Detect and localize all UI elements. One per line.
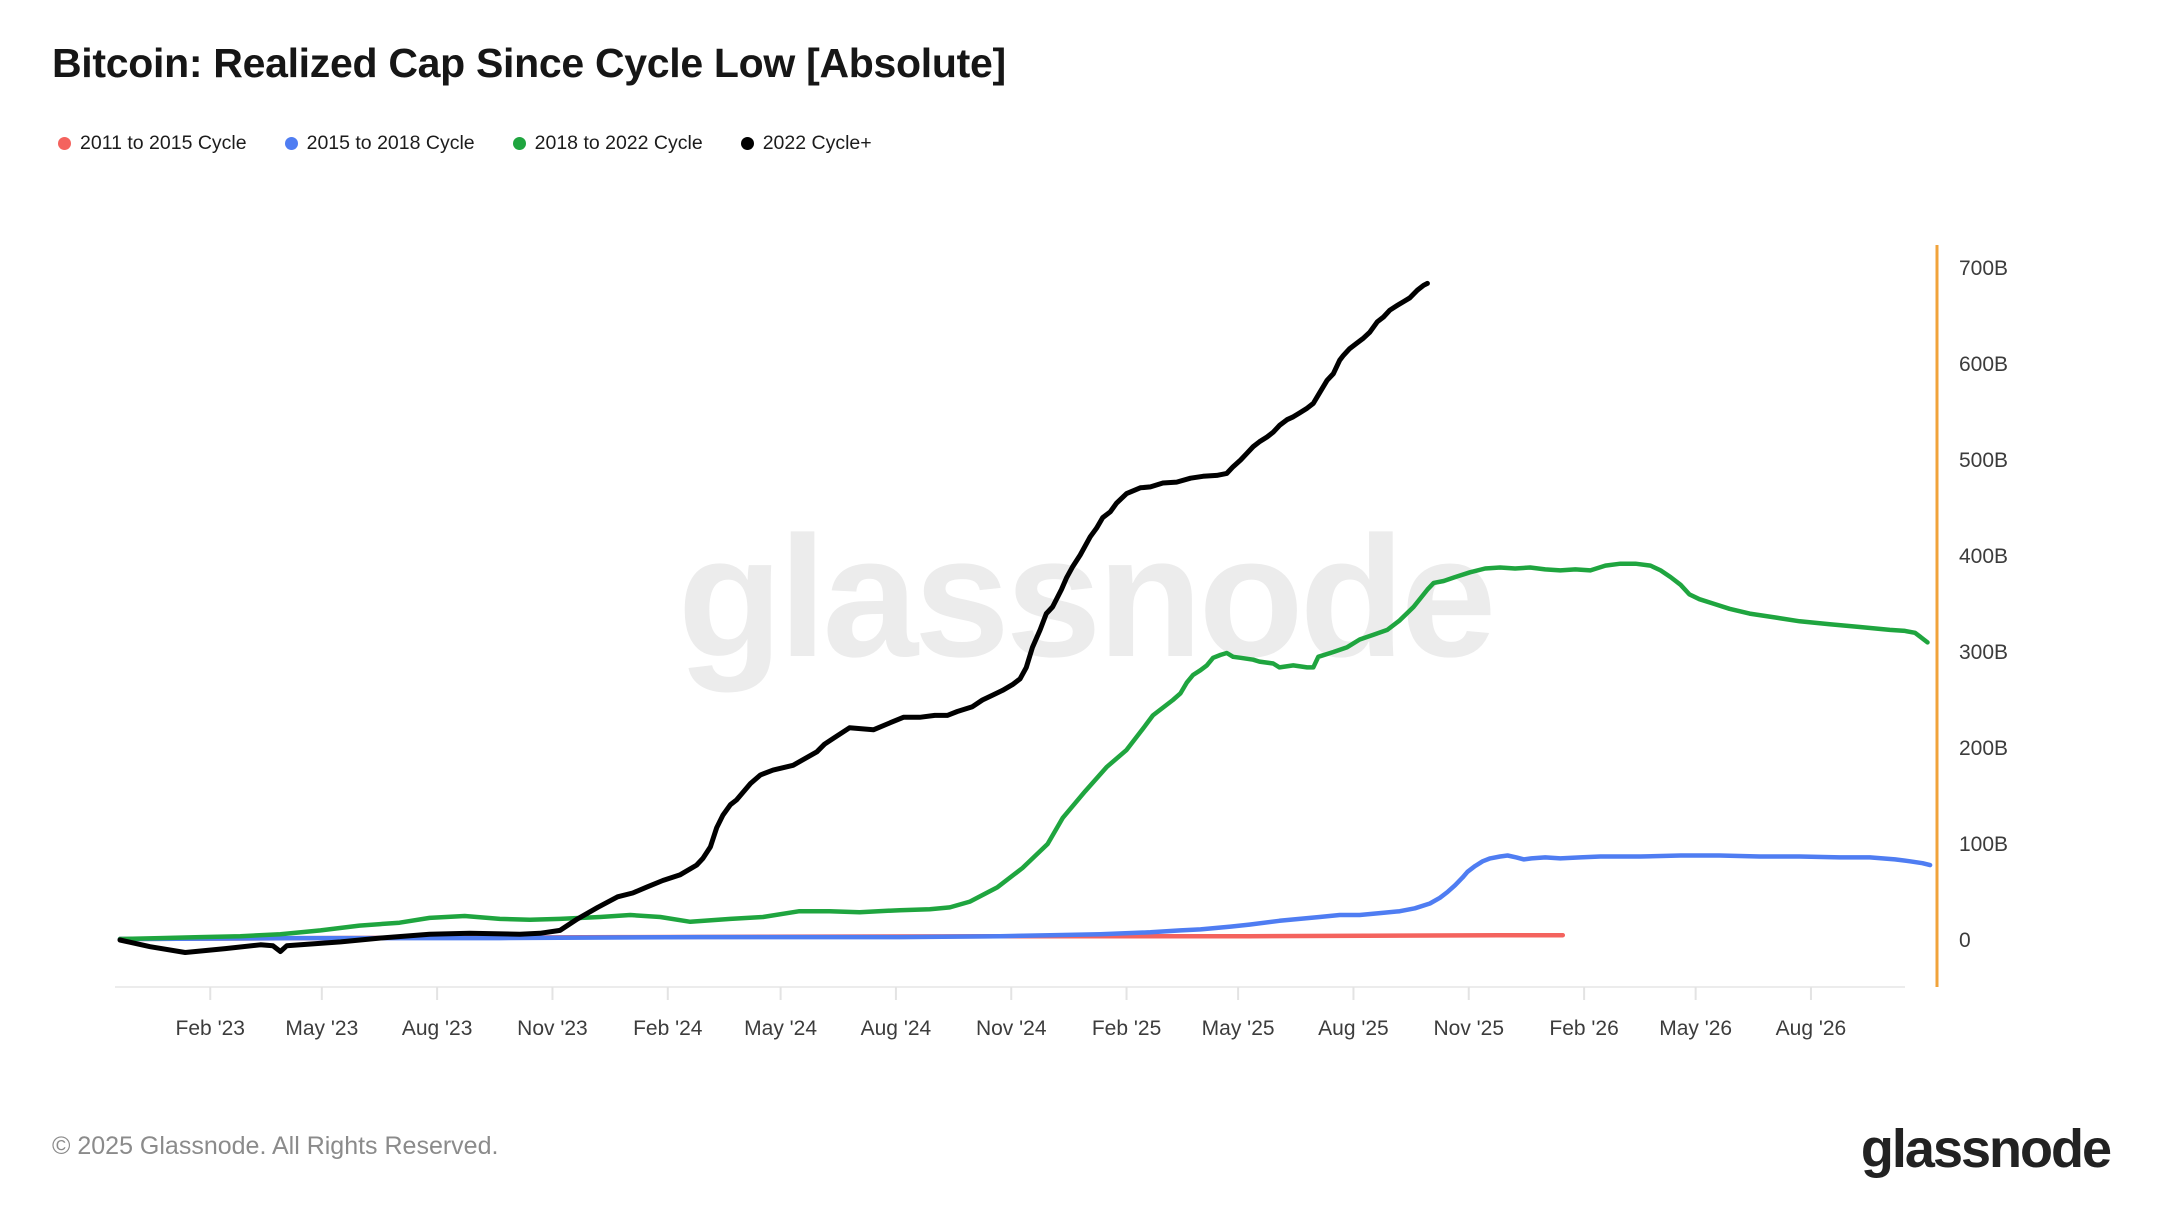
y-tick-label: 400B xyxy=(1959,545,2008,568)
legend-label: 2011 to 2015 Cycle xyxy=(80,132,247,154)
glassnode-logo: glassnode xyxy=(1860,1119,2112,1179)
x-tick-label: Feb '25 xyxy=(1092,1017,1161,1040)
watermark-text: glassnode xyxy=(678,501,1493,693)
x-tick-label: May '25 xyxy=(1202,1017,1275,1040)
y-tick-label: 700B xyxy=(1959,257,2008,280)
x-tick-label: Feb '24 xyxy=(633,1017,703,1040)
x-tick-label: Aug '24 xyxy=(861,1017,932,1040)
x-tick-label: May '23 xyxy=(285,1017,358,1040)
x-tick-label: Feb '23 xyxy=(176,1017,245,1040)
legend-dot-red xyxy=(58,137,71,150)
legend-label: 2015 to 2018 Cycle xyxy=(306,132,475,154)
chart-legend: 2011 to 2015 Cycle 2015 to 2018 Cycle 20… xyxy=(58,132,872,155)
x-tick-label: May '24 xyxy=(744,1017,817,1040)
copyright-text: © 2025 Glassnode. All Rights Reserved. xyxy=(52,1132,499,1160)
x-tick-label: Nov '23 xyxy=(517,1017,588,1040)
legend-dot-green xyxy=(512,137,526,150)
y-tick-label: 300B xyxy=(1959,641,2008,664)
legend-label: 2022 Cycle+ xyxy=(762,132,872,154)
x-tick-label: Feb '26 xyxy=(1549,1017,1618,1040)
y-tick-label: 200B xyxy=(1959,737,2008,760)
y-tick-label: 500B xyxy=(1959,449,2008,472)
series-line-2018-to-2022-cycle[interactable] xyxy=(117,561,1930,942)
y-tick-label: 0 xyxy=(1959,929,1971,952)
legend-item-2022-cycle-plus[interactable]: 2022 Cycle+ xyxy=(740,132,872,155)
x-tick-label: Nov '25 xyxy=(1433,1017,1504,1040)
x-tick-label: Aug '26 xyxy=(1776,1017,1847,1040)
legend-item-2018-2022-cycle[interactable]: 2018 to 2022 Cycle xyxy=(512,132,703,155)
y-tick-label: 600B xyxy=(1959,353,2008,376)
legend-dot-blue xyxy=(284,137,298,150)
chart-title: Bitcoin: Realized Cap Since Cycle Low [A… xyxy=(52,40,1006,86)
series-line-2015-to-2018-cycle[interactable] xyxy=(117,853,1933,942)
y-tick-label: 100B xyxy=(1959,833,2008,856)
legend-dot-black xyxy=(740,137,754,150)
x-tick-label: Aug '23 xyxy=(402,1017,473,1040)
x-tick-label: Aug '25 xyxy=(1318,1017,1389,1040)
x-tick-label: May '26 xyxy=(1659,1017,1732,1040)
x-tick-label: Nov '24 xyxy=(976,1017,1047,1040)
legend-item-2015-2018-cycle[interactable]: 2015 to 2018 Cycle xyxy=(284,132,475,155)
series-line-2022-cycle-[interactable] xyxy=(117,280,1430,955)
legend-item-2011-2015-cycle[interactable]: 2011 to 2015 Cycle xyxy=(58,132,247,155)
legend-label: 2018 to 2022 Cycle xyxy=(534,132,703,154)
